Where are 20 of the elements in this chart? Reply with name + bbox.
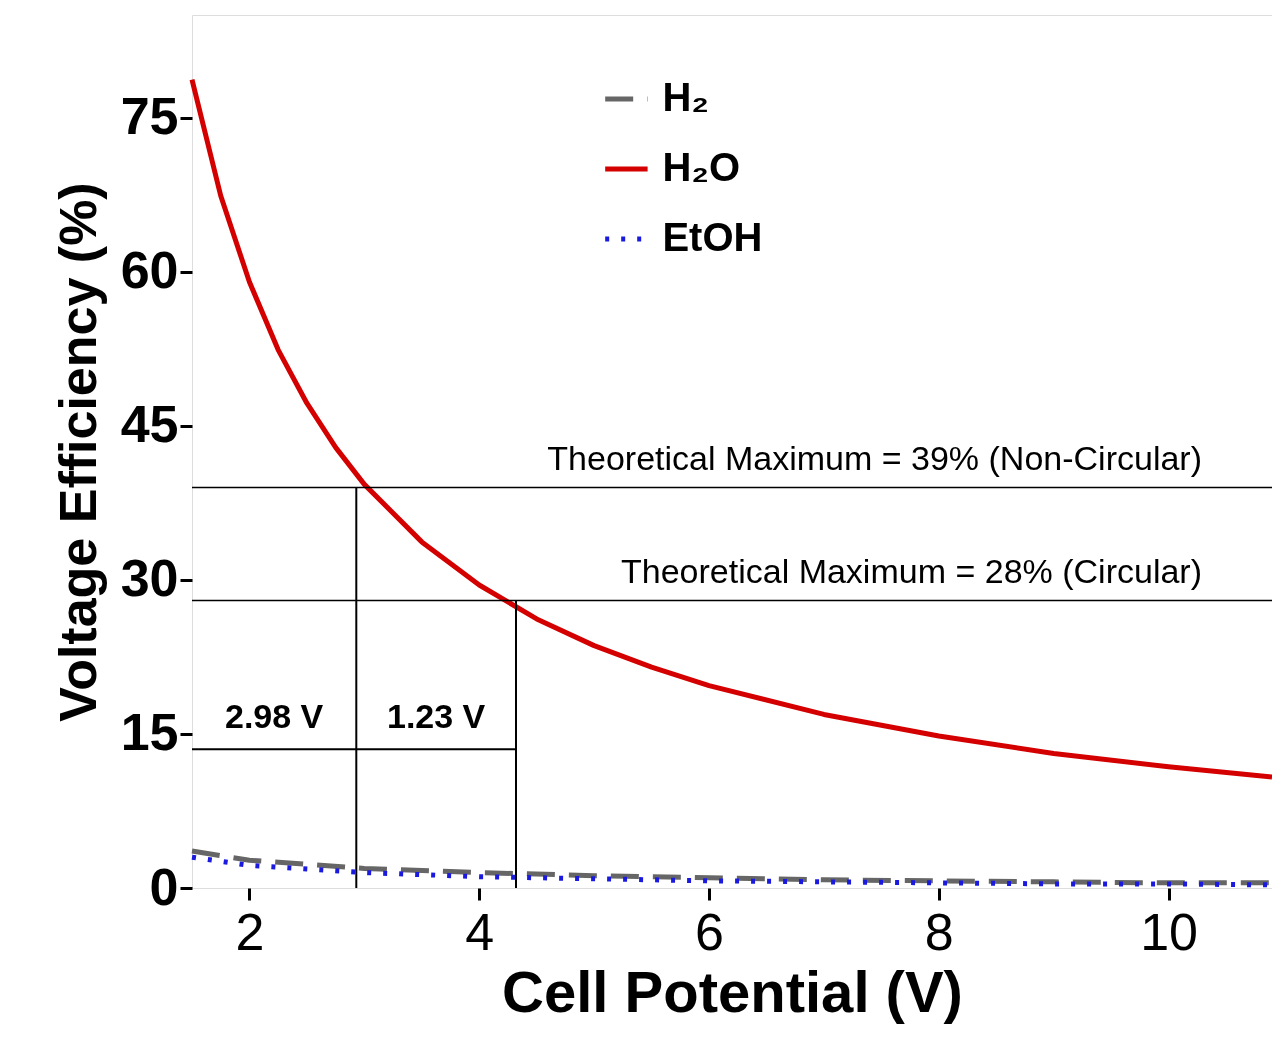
y-tick-label: 30 [120, 549, 179, 608]
x-tick-label: 6 [695, 902, 724, 961]
annotation: 2.98 V [224, 697, 324, 736]
legend-label: H₂ [662, 75, 710, 119]
y-tick-label: 60 [120, 241, 179, 300]
y-tick-label: 15 [120, 703, 179, 762]
annotation: 1.23 V [386, 697, 486, 736]
x-tick-label: 2 [235, 902, 265, 961]
y-axis-title: Voltage Efficiency (%) [48, 182, 107, 722]
x-tick-label: 10 [1140, 902, 1199, 961]
ref-line-label: Theoretical Maximum = 39% (Non-Circular) [547, 439, 1202, 478]
legend-label: EtOH [662, 215, 763, 259]
legend-label: H₂O [662, 145, 741, 189]
y-tick-label: 0 [149, 857, 179, 916]
x-axis-title: Cell Potential (V) [502, 958, 963, 1024]
y-tick-label: 45 [120, 395, 179, 454]
x-tick-label: 8 [924, 902, 954, 961]
x-tick-label: 4 [465, 902, 495, 961]
y-tick-label: 75 [120, 87, 179, 146]
ref-line-label: Theoretical Maximum = 28% (Circular) [621, 552, 1202, 591]
